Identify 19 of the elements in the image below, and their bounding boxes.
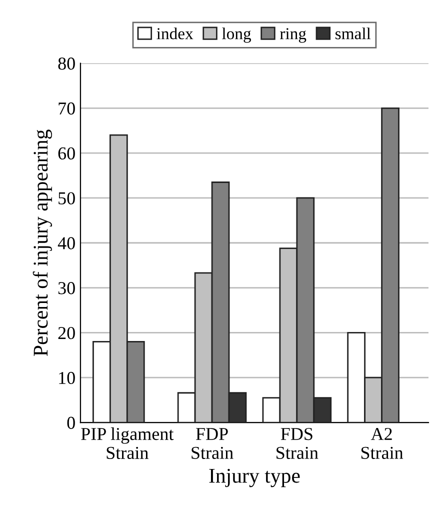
legend-label: index: [156, 28, 194, 40]
y-tick-label: 80: [58, 58, 75, 70]
y-tick-label: 30: [58, 282, 75, 294]
y-axis-title: Percent of injury appearing: [32, 130, 52, 356]
y-tick-label: 70: [58, 102, 75, 115]
x-tick-label: A2 Strain: [361, 428, 404, 459]
y-tick-label: 20: [58, 326, 75, 340]
legend-label: ring: [280, 28, 306, 43]
y-tick-label: 40: [58, 237, 75, 250]
y-tick-label: 10: [59, 372, 75, 384]
x-tick-label: FDP Strain: [192, 428, 234, 459]
y-tick-label: 50: [58, 192, 75, 204]
legend-label: long: [222, 28, 252, 43]
x-tick-label: PIP ligament Strain: [81, 427, 174, 460]
y-tick-label: 60: [58, 147, 75, 160]
x-axis-title: Injury type: [209, 468, 300, 488]
x-tick-label: FDS Strain: [276, 428, 318, 459]
legend-label: small: [336, 28, 371, 40]
y-tick-label: 0: [67, 416, 75, 429]
